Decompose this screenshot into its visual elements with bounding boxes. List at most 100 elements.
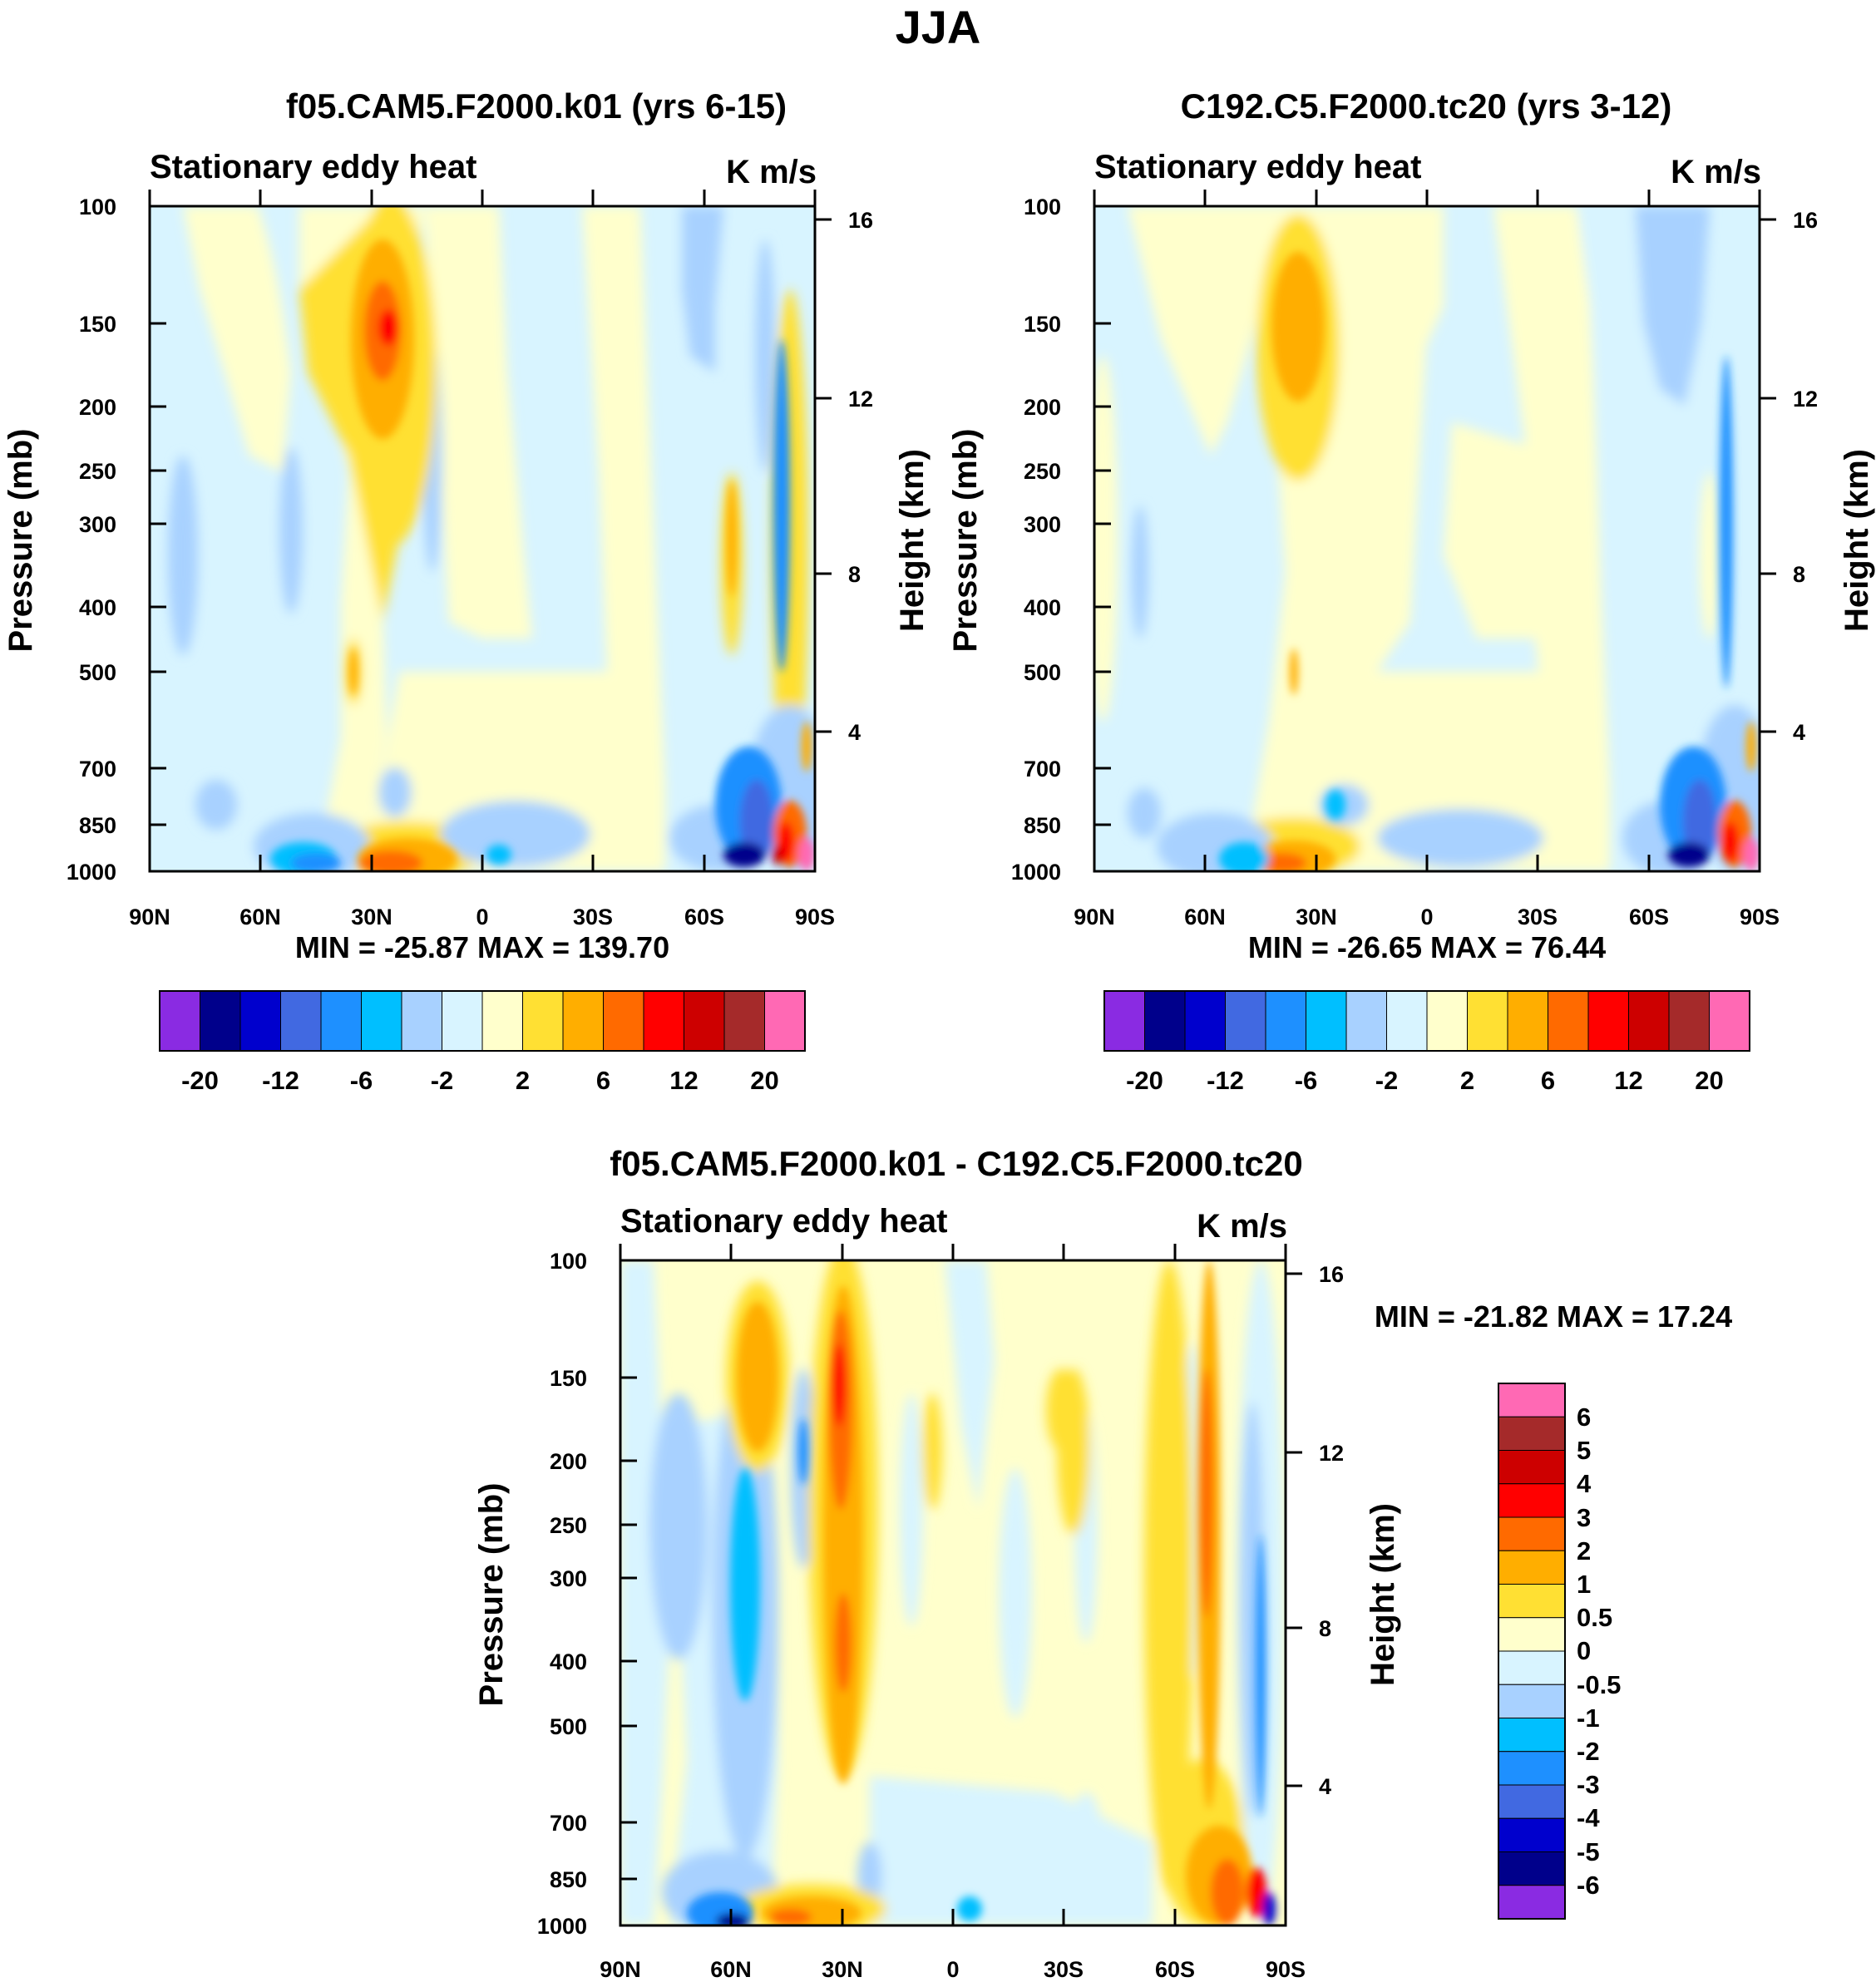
colorbar-swatch — [1498, 1450, 1566, 1485]
panel-3-colorbar — [1498, 1383, 1566, 1920]
panel-1-field-blob — [291, 853, 341, 871]
colorbar-swatch — [200, 990, 241, 1052]
panel-1-x-tick-labels: 90N 60N 30N 0 30S 60S 90S — [129, 905, 835, 929]
panel-2-field-blob — [1326, 790, 1345, 820]
panel-2-ylabel: Pressure (mb) — [947, 429, 984, 653]
colorbar-swatch — [239, 990, 281, 1052]
panel-3-colorbar-label: 4 — [1577, 1469, 1592, 1498]
panel-3-field-blob — [1200, 1368, 1213, 1618]
panel-1-colorbar-label: -6 — [350, 1066, 373, 1095]
panel-1-y-tick-label: 250 — [79, 459, 116, 484]
colorbar-swatch — [764, 990, 806, 1052]
panel-3-colorbar-label: -4 — [1577, 1803, 1600, 1832]
panel-3-y-tick-label: 400 — [550, 1649, 587, 1674]
panel-1-field-blob — [378, 767, 412, 817]
panel-2-y-tick-label: 250 — [1024, 459, 1061, 484]
panel-2-colorbar-labels: -20 -12 -6 -2 2 6 12 20 — [1126, 1066, 1724, 1095]
panel-1-y-tick-label: 200 — [79, 395, 116, 420]
panel-2-field-blob — [1271, 252, 1325, 402]
panel-1-y2-tick-label: 16 — [848, 208, 873, 233]
panel-3-y-tick-label: 100 — [550, 1249, 587, 1274]
panel-1-units: K m/s — [726, 154, 817, 190]
panel-2-y-tick-label: 850 — [1024, 813, 1061, 838]
panel-2: C192.C5.F2000.tc20 (yrs 3-12) Stationary… — [947, 86, 1875, 1095]
panel-1-x-tick-label: 90N — [129, 905, 170, 929]
panel-2-field-blob — [1256, 853, 1306, 871]
panel-2-y-ticks — [1094, 205, 1111, 873]
panel-2-colorbar-label: -2 — [1375, 1066, 1399, 1095]
colorbar-swatch — [1498, 1584, 1566, 1619]
panel-3-colorbar-labels: 6 5 4 3 2 1 0.5 0 -0.5 -1 -2 -3 -4 -5 -6 — [1577, 1403, 1621, 1900]
panel-2-left-string: Stationary eddy heat — [1094, 149, 1421, 185]
colorbar-swatch — [1548, 990, 1589, 1052]
panel-1-title: f05.CAM5.F2000.k01 (yrs 6-15) — [286, 86, 787, 126]
panel-2-y2-tick-labels: 16 12 8 4 — [1793, 208, 1818, 745]
panel-2-x-tick-label: 30N — [1296, 905, 1337, 929]
panel-3-colorbar-label: -2 — [1577, 1737, 1600, 1766]
colorbar-swatch — [1306, 990, 1347, 1052]
colorbar-swatch — [562, 990, 604, 1052]
panel-1-stats: MIN = -25.87 MAX = 139.70 — [295, 930, 669, 964]
panel-3-colorbar-label: 1 — [1577, 1570, 1591, 1599]
panel-2-y2-tick-label: 4 — [1793, 720, 1805, 745]
panel-3-y2label: Height (km) — [1365, 1503, 1401, 1686]
panel-2-x-tick-labels: 90N 60N 30N 0 30S 60S 90S — [1074, 905, 1780, 929]
panel-3-y-tick-label: 850 — [550, 1867, 587, 1892]
panel-2-colorbar-frame — [1103, 990, 1750, 1052]
colorbar-swatch — [361, 990, 402, 1052]
panel-3-field-blob — [900, 1393, 923, 1626]
panel-3-field-blob — [716, 1913, 749, 1925]
panel-1-colorbar-label: 2 — [516, 1066, 530, 1095]
panel-1-x-tick-label: 90S — [795, 905, 835, 929]
colorbar-swatch — [603, 990, 644, 1052]
colorbar-swatch — [1628, 990, 1670, 1052]
panel-3-y-tick-labels: 100 150 200 250 300 400 500 700 850 1000 — [537, 1249, 587, 1939]
panel-2-y-tick-label: 1000 — [1011, 860, 1061, 885]
panel-2-x-tick-label: 60N — [1184, 905, 1226, 929]
panel-1-field-blob — [740, 780, 773, 863]
panel-1-field-blob — [802, 722, 812, 772]
panel-1-field-blob — [378, 309, 398, 346]
panel-2-units: K m/s — [1671, 154, 1761, 190]
panel-3-y2-tick-labels: 16 12 8 4 — [1319, 1262, 1344, 1799]
panel-1-colorbar-label: 6 — [596, 1066, 610, 1095]
panel-2-y-tick-label: 150 — [1024, 312, 1061, 337]
panel-3-x-tick-labels: 90N 60N 30N 0 30S 60S 90S — [600, 1957, 1306, 1982]
panel-1-y-tick-label: 150 — [79, 312, 116, 337]
panel-1-x-ticks — [148, 190, 817, 871]
colorbar-swatch — [522, 990, 564, 1052]
panel-1-y2-tick-label: 4 — [848, 720, 861, 745]
colorbar-swatch — [1386, 990, 1428, 1052]
panel-2-field-blob — [1128, 788, 1161, 838]
panel-1-y-tick-label: 1000 — [67, 860, 116, 885]
panel-3-colorbar-label: -6 — [1577, 1871, 1600, 1900]
colorbar-swatch — [401, 990, 442, 1052]
panel-3-title: f05.CAM5.F2000.k01 - C192.C5.F2000.tc20 — [610, 1144, 1302, 1183]
panel-1-field-blob — [349, 648, 358, 695]
colorbar-swatch — [1225, 990, 1266, 1052]
panel-2-field-blob — [1720, 356, 1733, 688]
panel-2-colorbar-label: 6 — [1541, 1066, 1555, 1095]
colorbar-swatch — [1498, 1516, 1566, 1551]
panel-1-y-tick-label: 500 — [79, 660, 116, 685]
panel-3-y-tick-label: 200 — [550, 1449, 587, 1474]
panel-2-field-blob — [1722, 821, 1739, 863]
panel-3-y2-tick-label: 8 — [1319, 1616, 1331, 1641]
panel-1-y2label: Height (km) — [894, 449, 931, 632]
panel-2-field-blob — [1700, 472, 1720, 638]
figure-title: JJA — [896, 1, 981, 53]
panel-1-field-blob — [441, 801, 590, 867]
panel-1-field-poly — [183, 206, 291, 472]
panel-3-y2-tick-label: 16 — [1319, 1262, 1344, 1287]
panel-2-colorbar-label: -12 — [1207, 1066, 1244, 1095]
panel-1-field-blob — [279, 447, 303, 614]
panel-2-field-blob — [1132, 505, 1148, 638]
panel-1-y2-tick-label: 8 — [848, 562, 861, 587]
colorbar-swatch — [1498, 1550, 1566, 1585]
panel-2-field-blob — [1219, 842, 1269, 871]
panel-3-y-tick-label: 700 — [550, 1811, 587, 1836]
panel-2-y-tick-label: 300 — [1024, 512, 1061, 537]
panel-1-y2-tick-labels: 16 12 8 4 — [848, 208, 873, 745]
panel-1-ylabel: Pressure (mb) — [2, 429, 39, 653]
